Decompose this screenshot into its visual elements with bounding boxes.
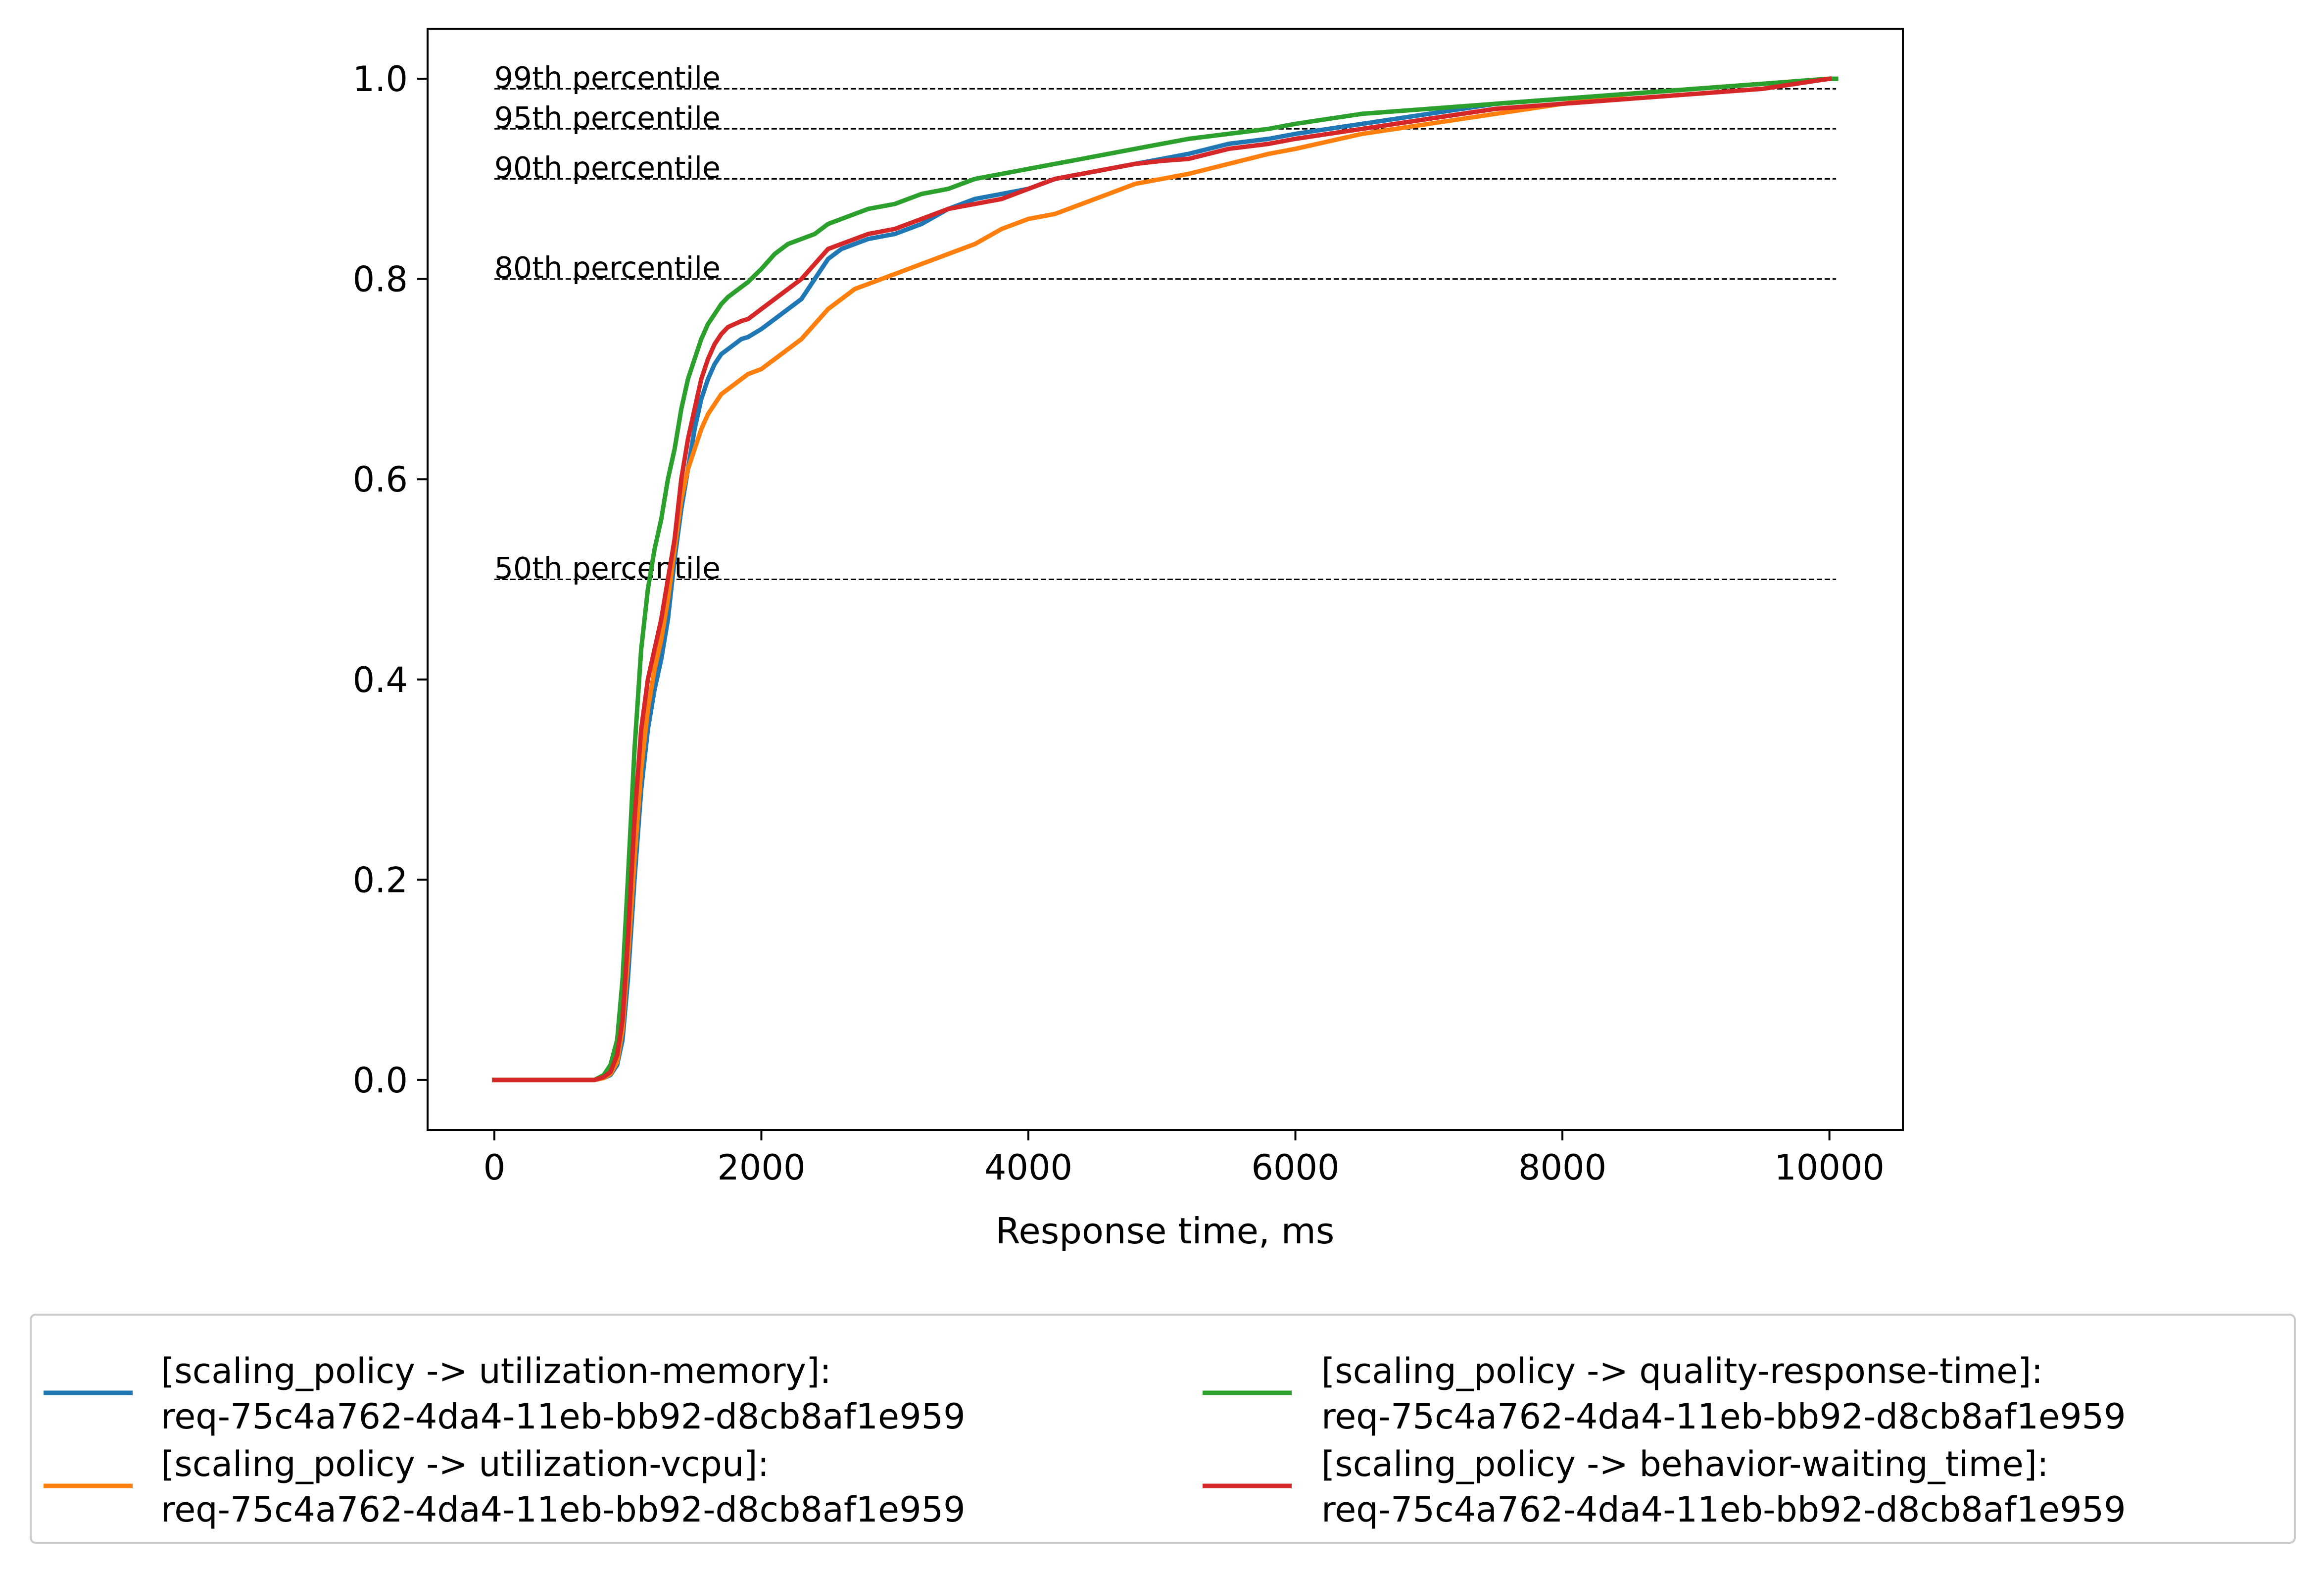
legend-frame [30,1314,2296,1544]
legend-label-4-line2: req-75c4a762-4da4-11eb-bb92-d8cb8af1e959 [1321,1489,2126,1530]
x-tick-label: 6000 [1251,1147,1339,1188]
reference-lines: 50th percentile 80th percentile 90th perce… [494,60,1837,586]
x-tick-label: 8000 [1518,1147,1606,1188]
x-tick-label: 0 [484,1147,506,1188]
reference-label-50th: 50th percentile [494,551,721,586]
y-tick-label: 0.4 [353,660,408,700]
legend: [scaling_policy -> utilization-memory]: r… [30,1314,2296,1544]
y-axis-ticks: 0.0 0.2 0.4 0.6 0.8 1.0 [353,59,428,1101]
x-tick-label: 2000 [717,1147,805,1188]
reference-label-90th: 90th percentile [494,150,721,185]
series-line-2 [492,76,1832,1082]
x-tick-label: 10000 [1774,1147,1885,1188]
y-tick-label: 0.6 [353,459,408,500]
legend-label-4: [scaling_policy -> behavior-waiting_time… [1321,1444,2049,1484]
x-axis-ticks: 0 2000 4000 6000 8000 10000 [484,1130,1885,1188]
y-tick-label: 0.0 [353,1060,408,1101]
series-lines [492,76,1839,1082]
legend-label-1: [scaling_policy -> utilization-memory]: [161,1351,831,1391]
series-line-3 [492,76,1839,1082]
reference-label-95th: 95th percentile [494,100,721,135]
legend-label-3: [scaling_policy -> quality-response-time… [1321,1351,2043,1391]
y-tick-label: 0.2 [353,860,408,900]
legend-label-2: [scaling_policy -> utilization-vcpu]: [161,1444,769,1484]
y-tick-label: 0.8 [353,259,408,300]
series-line-4 [492,76,1832,1082]
reference-label-80th: 80th percentile [494,251,721,286]
legend-label-2-line2: req-75c4a762-4da4-11eb-bb92-d8cb8af1e959 [161,1489,966,1530]
reference-label-99th: 99th percentile [494,60,721,95]
x-tick-label: 4000 [984,1147,1072,1188]
x-axis-label: Response time, ms [996,1210,1335,1252]
y-tick-label: 1.0 [353,59,408,99]
legend-label-3-line2: req-75c4a762-4da4-11eb-bb92-d8cb8af1e959 [1321,1396,2126,1437]
plot-area-frame [427,28,1904,1131]
legend-label-1-line2: req-75c4a762-4da4-11eb-bb92-d8cb8af1e959 [161,1396,966,1437]
